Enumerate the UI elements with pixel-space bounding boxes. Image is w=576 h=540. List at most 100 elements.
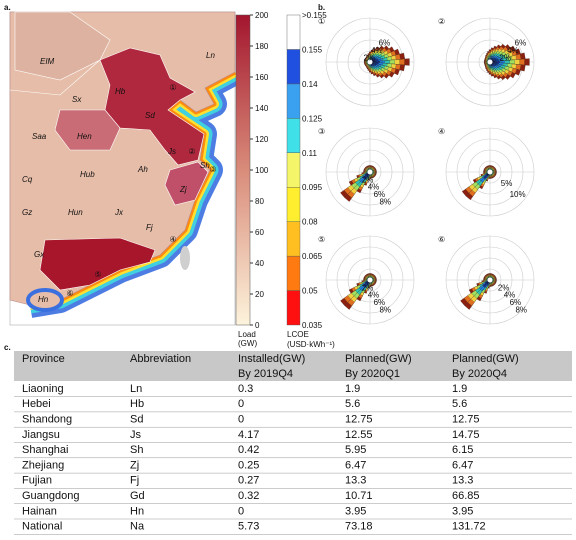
rose-center [487,169,493,175]
province-label: Hn [38,295,49,304]
rose-ring-label: 5% [501,179,513,188]
lcoe-segment [286,118,301,153]
rose-center [487,277,493,283]
table-cell: 5.6 [345,398,360,410]
table-cell: 13.3 [452,475,473,487]
lcoe-tick-label: 0.155 [302,45,323,54]
province-label: Fj [146,223,153,232]
load-tick-label: 120 [255,135,269,144]
table-cell: Ln [130,383,142,395]
rose-id: ⑥ [438,235,445,244]
lcoe-tick-label: 0.05 [302,287,318,296]
province-label: Hun [68,208,83,217]
table-cell: 5.6 [452,398,467,410]
table-header: Province [22,353,65,365]
table-cell: 0 [238,398,244,410]
table-cell: 0.27 [238,475,259,487]
table-cell: Fj [130,475,139,487]
province-label: Zj [179,185,187,194]
lcoe-label: (USD·kWh⁻¹) [287,340,335,349]
rose-ring-label: 4% [368,183,380,192]
province-label: Hb [115,87,126,96]
rose-id: ④ [438,127,445,136]
load-tick-label: 0 [255,321,260,330]
rose-center [367,169,373,175]
table-cell: 6.47 [452,459,473,471]
load-tick-label: 200 [255,11,269,20]
load-tick-label: 100 [255,166,269,175]
rose-ring-label: 6% [515,38,527,47]
load-tick-label: 180 [255,42,269,51]
table-cell: Sh [130,444,143,456]
province-label: Ln [206,51,215,60]
lcoe-tick-label: 0.035 [302,321,323,330]
table-cell: Js [130,429,142,441]
lcoe-tick-label: 0.11 [302,149,318,158]
table-cell: 0.3 [238,383,253,395]
rose-ring-label: 6% [510,298,522,307]
lcoe-tick-label: 0.08 [302,218,318,227]
table-cell: Zhejiang [22,459,64,471]
load-tick-label: 40 [255,259,264,268]
table-cell: 131.72 [452,521,486,533]
province-label: Gx [34,250,45,259]
table-cell: 10.71 [345,490,373,502]
table-header: By 2020Q4 [452,368,507,380]
table-cell: 12.55 [345,429,373,441]
rose-ring-label: 2% [498,283,510,292]
province-label: Hub [80,170,95,179]
table-cell: 0.32 [238,490,259,502]
lcoe-segment [286,152,301,188]
table-cell: Hainan [22,505,57,517]
lcoe-segment [286,187,301,222]
table-cell: 1.9 [345,383,360,395]
table-cell: Zj [130,459,139,471]
rose-center [367,59,373,65]
load-tick-label: 80 [255,197,264,206]
rose-id: ③ [318,127,325,136]
table-header: By 2019Q4 [238,368,293,380]
rose-ring-label: 2% [500,53,512,62]
panel-label: a. [4,3,11,12]
load-colorbar [235,14,251,326]
lcoe-segment [286,49,301,85]
wind-roses: ①2%4%6%②2%4%6%③2%4%6%8%④5%10%⑤2%4%6%8%⑥2… [318,17,535,325]
rose-id: ② [438,17,445,26]
lcoe-tick-label: 0.065 [302,252,323,261]
table-cell: Hb [130,398,144,410]
table-cell: 6.15 [452,444,473,456]
table-cell: Sd [130,414,143,426]
load-tick-label: 20 [255,290,264,299]
table-cell: 66.85 [452,490,480,502]
province-label: Js [167,147,176,156]
rose-ring-label: 8% [379,197,391,206]
load-tick-label: 60 [255,228,264,237]
lcoe-tick-label: 0.125 [302,114,323,123]
rose-ring-label: 6% [374,298,386,307]
table-cell: 6.47 [345,459,366,471]
province-label: Saa [32,132,47,141]
lcoe-segment [286,14,301,50]
table-cell: 0 [238,414,244,426]
table-cell: Na [130,521,145,533]
site-marker: ① [169,83,176,92]
rose-ring-label: 10% [510,190,526,199]
lcoe-tick-label: 0.14 [302,80,318,89]
rose-ring-label: 6% [374,190,386,199]
table-cell: 14.75 [452,429,480,441]
table-cell: Hn [130,505,144,517]
table-cell: 3.95 [345,505,366,517]
site-marker: ④ [169,235,176,244]
lcoe-segment [286,83,301,119]
table-header: Planned(GW) [345,353,412,365]
table-header: Abbreviation [130,353,191,365]
rose-ring-label: 4% [507,46,519,55]
load-label: (GW) [238,339,257,348]
table-cell: 73.18 [345,521,373,533]
rose-id: ① [318,17,325,26]
rose-ring-label: 2% [362,283,374,292]
table-cell: 1.9 [452,383,467,395]
province-label: Sd [145,111,155,120]
load-label: Load [238,330,256,339]
